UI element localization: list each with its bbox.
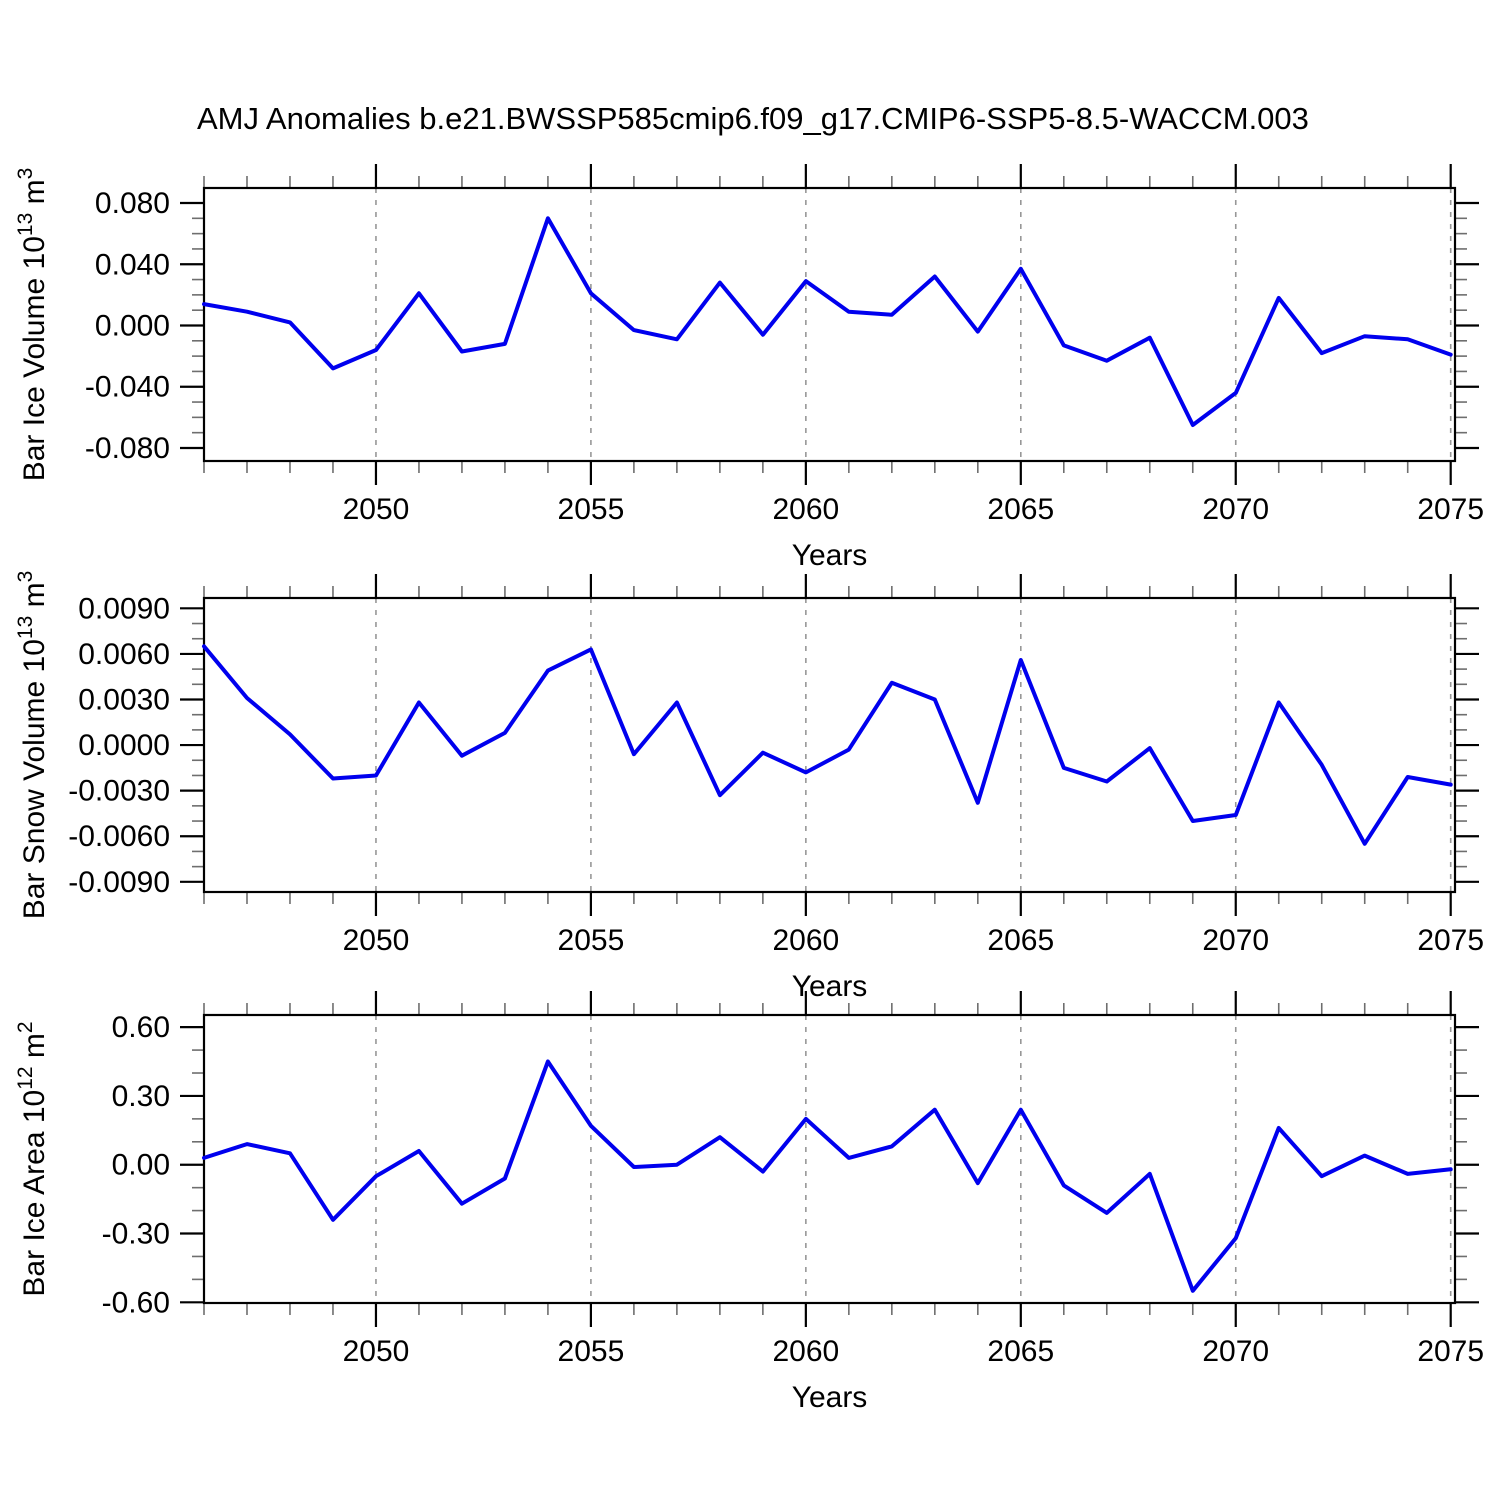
y-axis-title: Bar Snow Volume 1013 m3 [14, 571, 51, 920]
x-tick-label: 2055 [558, 924, 625, 957]
y-tick-label: 0.0000 [78, 729, 170, 762]
plot-frame [202, 596, 1457, 894]
chart-title: AMJ Anomalies b.e21.BWSSP585cmip6.f09_g1… [197, 101, 1309, 136]
y-tick-label: -0.080 [85, 432, 170, 465]
x-tick-label: 2075 [1417, 924, 1484, 957]
x-tick-label: 2050 [343, 924, 410, 957]
x-axis-title: Years [792, 970, 868, 1003]
x-tick-label: 2050 [343, 493, 410, 526]
y-axis-title: Bar Ice Volume 1013 m3 [14, 168, 51, 482]
y-tick-label: 0.0060 [78, 638, 170, 671]
x-tick-label: 2055 [558, 1335, 625, 1368]
x-tick-label: 2060 [772, 493, 839, 526]
x-tick-label: 2055 [558, 493, 625, 526]
y-tick-label: 0.00 [112, 1149, 170, 1182]
x-tick-label: 2060 [772, 1335, 839, 1368]
x-tick-label: 2065 [987, 493, 1054, 526]
y-tick-label: 0.000 [95, 309, 170, 342]
x-axis-title: Years [792, 539, 868, 572]
series-line-ice-volume [202, 216, 1453, 427]
x-tick-label: 2050 [343, 1335, 410, 1368]
x-axis-title: Years [792, 1381, 868, 1414]
y-tick-label: 0.0090 [78, 592, 170, 625]
x-tick-label: 2070 [1202, 493, 1269, 526]
y-tick-label: -0.60 [102, 1286, 170, 1319]
series-line-ice-area [202, 1059, 1453, 1293]
y-tick-label: -0.0060 [68, 820, 170, 853]
y-axis-title: Bar Ice Area 1012 m2 [14, 1021, 51, 1296]
y-tick-label: -0.0030 [68, 775, 170, 808]
x-tick-label: 2075 [1417, 493, 1484, 526]
panel-ice-area: 0.60 0.30 0.00 -0.30 -0.60 2050 2055 2060 2065 20… [14, 991, 1484, 1414]
y-tick-label: -0.040 [85, 371, 170, 404]
panel-ice-volume: 0.080 0.040 0.000 -0.040 -0.080 2050 2055 2060 2… [14, 164, 1484, 572]
x-tick-label: 2070 [1202, 924, 1269, 957]
y-tick-label: 0.60 [112, 1011, 170, 1044]
y-tick-label: -0.30 [102, 1218, 170, 1251]
y-tick-label: 0.0030 [78, 683, 170, 716]
x-tick-label: 2065 [987, 1335, 1054, 1368]
x-tick-label: 2060 [772, 924, 839, 957]
panel-snow-volume: 0.0090 0.0060 0.0030 0.0000 -0.0030 -0.0060 -0… [14, 571, 1484, 1003]
x-tick-label: 2070 [1202, 1335, 1269, 1368]
series-line-snow-volume [202, 644, 1453, 846]
y-tick-label: 0.040 [95, 248, 170, 281]
x-tick-label: 2065 [987, 924, 1054, 957]
y-tick-label: -0.0090 [68, 866, 170, 899]
plot-frame [202, 186, 1457, 463]
y-tick-label: 0.30 [112, 1080, 170, 1113]
y-tick-label: 0.080 [95, 187, 170, 220]
x-tick-label: 2075 [1417, 1335, 1484, 1368]
